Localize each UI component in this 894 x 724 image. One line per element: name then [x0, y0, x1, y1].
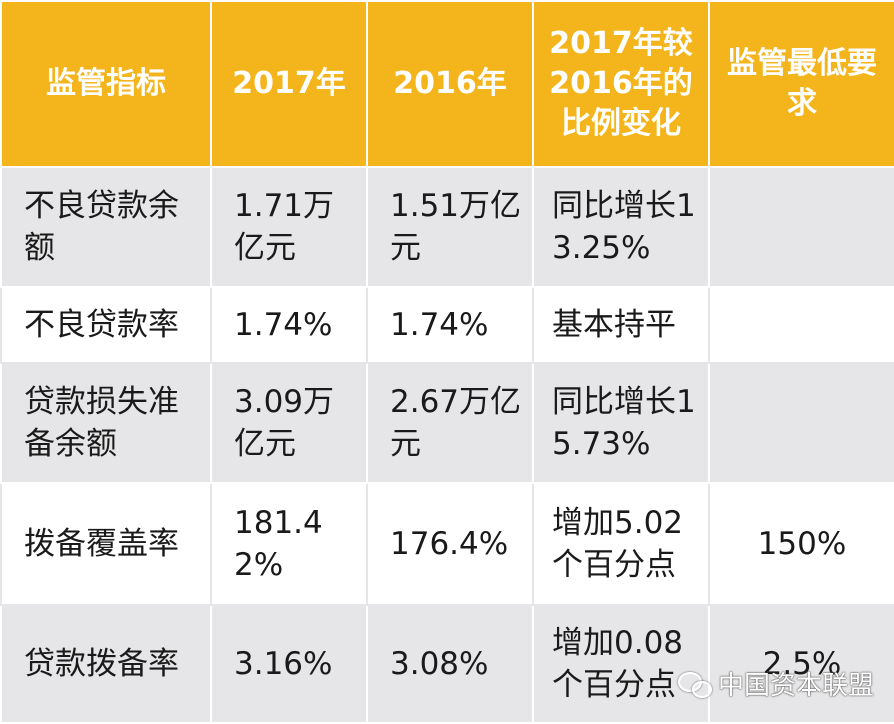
- value-2017-cell: 3.09万亿元: [210, 362, 368, 484]
- indicator-cell: 不良贷款余额: [0, 166, 212, 288]
- watermark: 中国资本联盟: [677, 665, 874, 702]
- header-minimum: 监管最低要求: [708, 0, 894, 168]
- wechat-icon: [677, 670, 712, 698]
- table-row: 贷款拨备率 3.16% 3.08% 增加0.08个百分点 2.5%: [0, 604, 894, 724]
- table-row: 贷款损失准备余额 3.09万亿元 2.67万亿元 同比增长15.73%: [0, 362, 894, 484]
- change-cell: 增加0.08个百分点: [532, 604, 710, 724]
- change-cell: 同比增长13.25%: [532, 166, 710, 288]
- change-cell: 同比增长15.73%: [532, 362, 710, 484]
- value-2016-cell: 3.08%: [366, 604, 534, 724]
- table-row: 不良贷款余额 1.71万亿元 1.51万亿元 同比增长13.25%: [0, 166, 894, 288]
- value-2017-cell: 1.71万亿元: [210, 166, 368, 288]
- minimum-cell: [708, 166, 894, 288]
- indicator-cell: 拨备覆盖率: [0, 482, 212, 606]
- value-2016-cell: 1.74%: [366, 286, 534, 364]
- header-row: 监管指标 2017年 2016年 2017年较2016年的比例变化 监管最低要求: [0, 0, 894, 168]
- watermark-text: 中国资本联盟: [717, 671, 874, 701]
- value-2016-cell: 176.4%: [366, 482, 534, 606]
- header-indicator: 监管指标: [0, 0, 212, 168]
- header-2016: 2016年: [366, 0, 534, 168]
- change-cell: 基本持平: [532, 286, 710, 364]
- value-2017-cell: 3.16%: [210, 604, 368, 724]
- indicator-cell: 不良贷款率: [0, 286, 212, 364]
- change-cell: 增加5.02个百分点: [532, 482, 710, 606]
- indicator-cell: 贷款损失准备余额: [0, 362, 212, 484]
- value-2016-cell: 1.51万亿元: [366, 166, 534, 288]
- value-2017-cell: 181.42%: [210, 482, 368, 606]
- header-2017: 2017年: [210, 0, 368, 168]
- minimum-cell: [708, 362, 894, 484]
- value-2016-cell: 2.67万亿元: [366, 362, 534, 484]
- minimum-cell: [708, 286, 894, 364]
- table-row: 拨备覆盖率 181.42% 176.4% 增加5.02个百分点 150%: [0, 482, 894, 606]
- minimum-cell: 2.5%: [708, 604, 894, 724]
- value-2017-cell: 1.74%: [210, 286, 368, 364]
- table-row: 不良贷款率 1.74% 1.74% 基本持平: [0, 286, 894, 364]
- minimum-cell: 150%: [708, 482, 894, 606]
- indicator-cell: 贷款拨备率: [0, 604, 212, 724]
- header-change: 2017年较2016年的比例变化: [532, 0, 710, 168]
